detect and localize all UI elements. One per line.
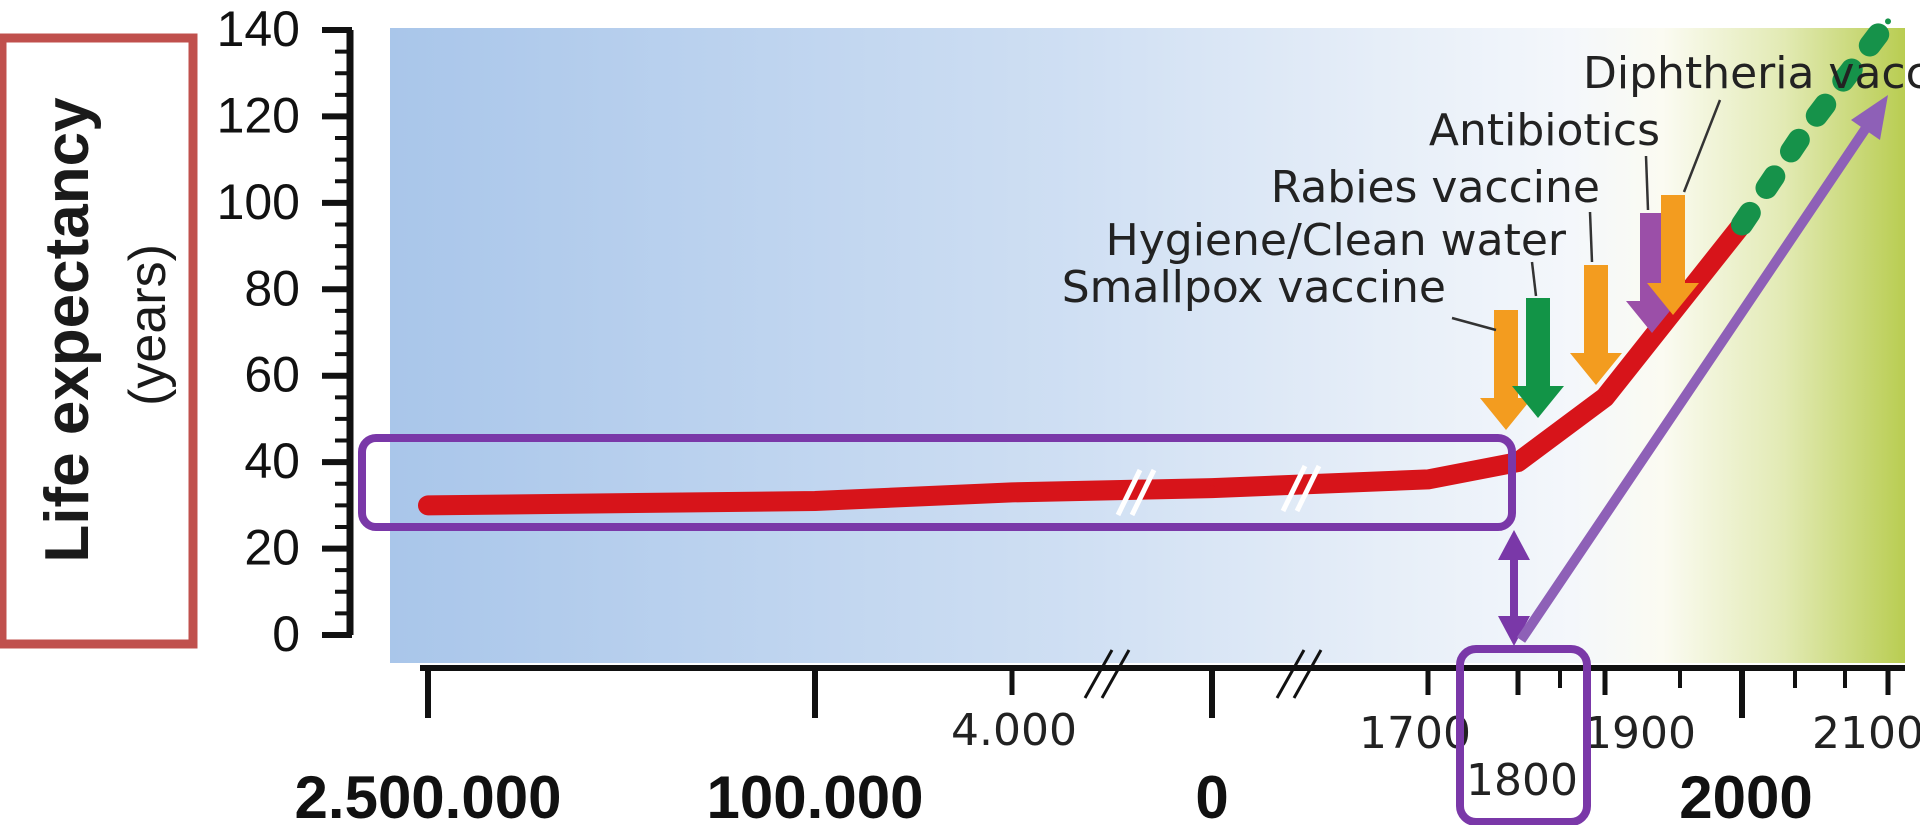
event-label: Rabies vaccine — [1271, 162, 1600, 213]
plot-background — [390, 28, 1905, 663]
x-minor-tick-label: 4.000 — [951, 705, 1077, 756]
event-leader-line — [1530, 261, 1538, 297]
series-layer — [418, 10, 1899, 516]
y-axis-minor-ticks — [335, 49, 352, 616]
series-point — [1797, 135, 1803, 142]
x-axis-break-marks — [1083, 649, 1323, 699]
y-tick-label: 0 — [272, 606, 300, 662]
series-point — [1739, 221, 1745, 228]
series-point — [1515, 459, 1521, 466]
y-axis-label-frame — [0, 33, 198, 649]
y-tick-label: 20 — [244, 520, 300, 576]
x-major-tick-label: 0 — [1195, 764, 1228, 825]
x-major-tick-label: 2.500.000 — [295, 764, 562, 825]
line-break-marks — [1115, 464, 1322, 517]
year-1800-highlight-box — [1456, 645, 1591, 825]
x-major-tick-label: 100.000 — [707, 764, 924, 825]
series-point — [425, 502, 431, 509]
x-minor-tick-label: 1900 — [1584, 708, 1696, 759]
plateau-highlight-box — [358, 434, 1516, 531]
projection-arrow — [1516, 95, 1888, 643]
event-label: Diphtheria vaccine — [1583, 48, 1920, 99]
y-axis-ticks: 0 20 40 60 80 100 120 140 — [217, 1, 352, 662]
series-point — [1602, 394, 1608, 401]
y-axis-title: Life expectancy — [33, 97, 102, 563]
x-minor-tick-label: 1700 — [1359, 708, 1471, 759]
event-leader-line — [1644, 155, 1650, 211]
x-minor-tick-label: 1800 — [1466, 755, 1578, 806]
y-tick-label: 100 — [217, 174, 300, 230]
event-arrow — [1647, 195, 1699, 315]
x-major-tick-label: 2000 — [1679, 764, 1812, 825]
series-point — [1885, 18, 1891, 25]
event-arrow — [1512, 298, 1564, 418]
event-leader-line — [1588, 211, 1594, 263]
y-tick-label: 140 — [217, 1, 300, 57]
event-label: Hygiene/Clean water — [1106, 215, 1567, 266]
event-leader-line — [1451, 316, 1497, 332]
y-tick-label: 40 — [244, 433, 300, 489]
series-point — [812, 498, 818, 505]
event-label: Smallpox vaccine — [1062, 262, 1446, 313]
series-point — [1425, 476, 1431, 483]
event-arrow — [1570, 265, 1622, 385]
plateau-gap-double-arrow — [1498, 530, 1530, 646]
event-label: Antibiotics — [1429, 105, 1660, 156]
event-arrow — [1480, 310, 1532, 430]
series-point — [1009, 489, 1015, 496]
life-expectancy-series-line — [418, 214, 1752, 516]
x-minor-tick-label: 2100 — [1812, 708, 1920, 759]
y-tick-label: 120 — [217, 87, 300, 143]
y-tick-label: 80 — [244, 260, 300, 316]
y-axis-unit: (years) — [119, 244, 177, 406]
series-point — [1209, 485, 1215, 492]
event-leader-line — [1682, 99, 1722, 193]
y-tick-label: 60 — [244, 347, 300, 403]
